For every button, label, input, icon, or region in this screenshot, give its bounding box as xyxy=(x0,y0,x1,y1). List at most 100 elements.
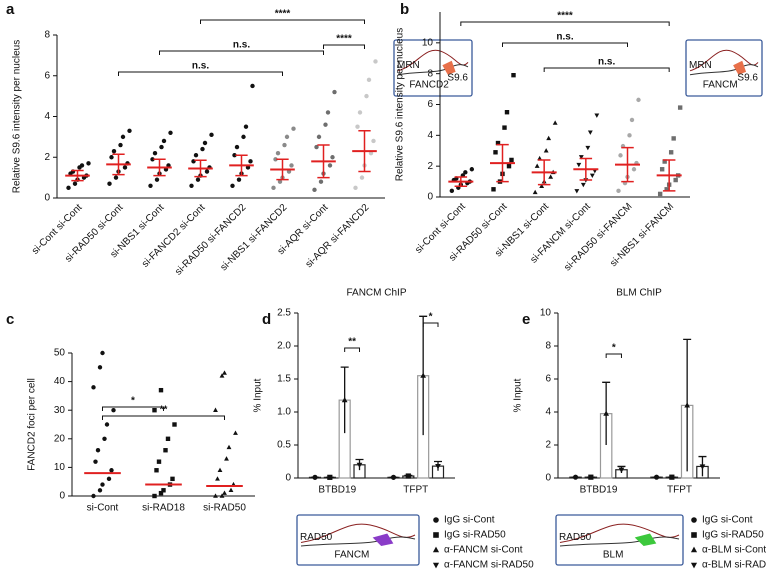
bracket xyxy=(323,44,365,49)
y-tick-label: 10 xyxy=(540,308,552,319)
x-tick-label: TFPT xyxy=(667,485,692,496)
x-tick-label: BTBD19 xyxy=(580,485,618,496)
significance: n.s. xyxy=(598,57,615,68)
data-point xyxy=(118,142,123,148)
data-point xyxy=(213,493,218,498)
data-point xyxy=(314,144,319,150)
data-point xyxy=(202,140,208,146)
data-point xyxy=(699,464,706,470)
data-point xyxy=(534,163,540,168)
data-point xyxy=(156,459,162,464)
data-point xyxy=(159,144,164,150)
inset-label: RAD50 xyxy=(559,532,592,543)
data-point xyxy=(161,138,167,144)
data-point xyxy=(275,150,281,156)
bracket xyxy=(102,415,225,420)
data-point xyxy=(215,476,220,481)
significance: n.s. xyxy=(556,32,573,43)
data-point xyxy=(371,138,376,144)
data-point xyxy=(243,124,249,129)
bracket xyxy=(159,50,324,55)
bracket xyxy=(605,353,622,358)
data-point xyxy=(241,134,246,140)
y-tick-label: 0 xyxy=(59,491,65,502)
y-axis-label: Relative S9.6 intensity per nucleus xyxy=(12,40,23,193)
inset-label: MRN xyxy=(397,60,420,71)
data-point xyxy=(289,163,294,168)
y-tick-label: 0 xyxy=(427,192,433,203)
y-axis-label: % Input xyxy=(513,378,524,412)
data-point xyxy=(653,474,660,480)
protein xyxy=(442,60,456,75)
x-tick-label: BTBD19 xyxy=(318,485,356,496)
data-point xyxy=(366,77,372,83)
data-point xyxy=(341,397,348,403)
data-point xyxy=(509,157,514,163)
data-point xyxy=(111,148,117,154)
legend-marker xyxy=(432,546,440,553)
data-point xyxy=(122,165,128,170)
data-point xyxy=(671,136,676,141)
y-tick-label: 1.5 xyxy=(277,374,291,385)
data-point xyxy=(357,110,363,115)
data-point xyxy=(449,188,455,194)
data-point xyxy=(97,488,103,493)
data-point xyxy=(316,134,322,140)
legend-marker xyxy=(690,562,698,569)
data-point xyxy=(111,408,116,413)
y-tick-label: 0 xyxy=(545,473,551,484)
chart-title: BLM ChIP xyxy=(616,288,662,299)
data-point xyxy=(107,181,112,186)
data-point xyxy=(356,462,363,468)
legend-marker xyxy=(691,532,697,538)
data-point xyxy=(204,169,210,174)
data-point xyxy=(323,122,328,127)
data-point xyxy=(248,159,253,164)
y-tick-label: 2 xyxy=(44,152,50,163)
data-point xyxy=(250,83,255,89)
legend-label: α-FANCM si-RAD50 xyxy=(444,560,534,571)
data-point xyxy=(353,185,358,191)
y-tick-label: 6 xyxy=(44,70,50,81)
data-point xyxy=(228,487,234,493)
inset-label: FANCM xyxy=(703,79,738,90)
data-point xyxy=(532,189,538,195)
data-point xyxy=(631,167,637,172)
significance: * xyxy=(612,343,616,354)
data-point xyxy=(463,170,468,175)
data-point xyxy=(236,177,242,182)
y-tick-label: 8 xyxy=(545,341,551,352)
data-point xyxy=(325,110,331,115)
legend-label: α-BLM si-RAD50 xyxy=(702,560,766,571)
data-point xyxy=(209,132,214,138)
data-point xyxy=(312,187,317,193)
data-point xyxy=(537,155,543,161)
significance: **** xyxy=(275,9,291,20)
y-axis-label: % Input xyxy=(253,378,264,412)
data-point xyxy=(106,476,112,482)
data-point xyxy=(502,125,507,130)
data-point xyxy=(104,422,110,427)
protein xyxy=(733,60,747,75)
data-point xyxy=(219,373,225,378)
data-point xyxy=(618,153,623,158)
significance: n.s. xyxy=(192,61,209,72)
data-point xyxy=(233,430,238,435)
data-point xyxy=(585,145,591,151)
data-point xyxy=(318,179,324,184)
data-point xyxy=(546,135,552,141)
data-point xyxy=(291,126,296,131)
data-point xyxy=(230,183,235,188)
data-point xyxy=(587,130,593,135)
panel-label: c xyxy=(6,311,14,328)
data-point xyxy=(543,148,549,153)
data-point xyxy=(627,133,632,138)
data-point xyxy=(154,468,159,473)
bracket xyxy=(102,406,164,411)
data-point xyxy=(677,105,683,110)
data-point xyxy=(588,474,594,480)
legend-label: α-FANCM si-Cont xyxy=(444,545,523,556)
inset-label: FANCM xyxy=(334,550,369,561)
